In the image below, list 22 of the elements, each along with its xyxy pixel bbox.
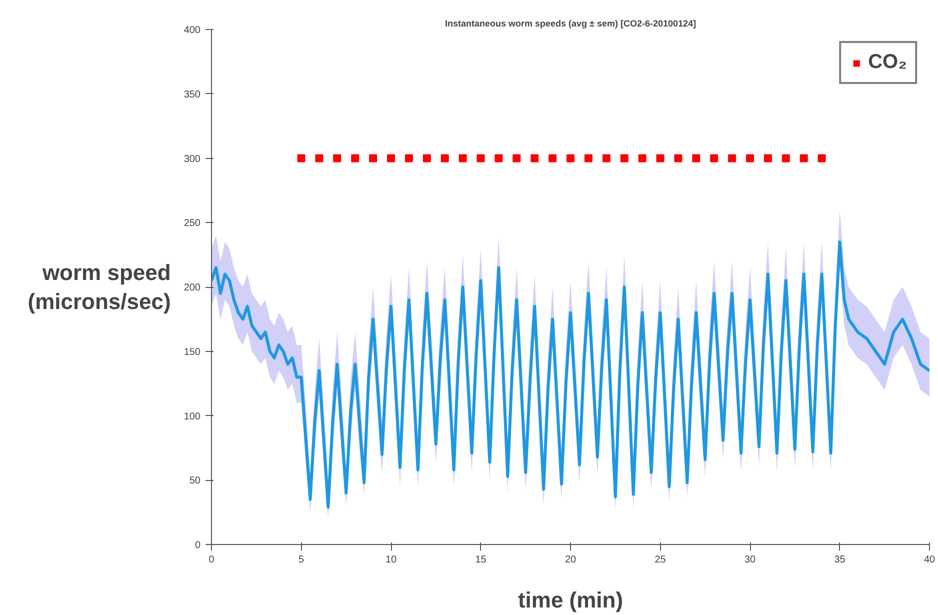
y-tick-label: 400 xyxy=(184,25,201,36)
x-tick-label: 20 xyxy=(564,554,576,566)
y-tick-label: 100 xyxy=(184,411,201,422)
x-tick-label: 30 xyxy=(744,554,756,566)
y-axis-title: worm speed (microns/sec) xyxy=(28,260,171,314)
y-tick-label: 50 xyxy=(189,476,201,487)
legend-label: CO₂ xyxy=(868,51,907,74)
y-tick-label: 250 xyxy=(184,218,201,230)
x-tick-label: 0 xyxy=(208,554,215,566)
x-tick-label: 25 xyxy=(654,554,666,566)
y-tick-label: 200 xyxy=(184,282,201,294)
x-tick-label: 10 xyxy=(385,554,397,566)
y-tick-label: 0 xyxy=(194,540,201,551)
y-tick-label: 150 xyxy=(184,346,201,358)
x-tick-label: 35 xyxy=(834,554,846,566)
x-tick-label: 15 xyxy=(475,554,487,566)
chart-title: Instantaneous worm speeds (avg ± sem) [CO2-6-20100124] xyxy=(444,18,696,28)
x-tick-label: 40 xyxy=(924,554,936,566)
x-tick-label: 5 xyxy=(298,554,304,566)
x-axis-title: time (min) xyxy=(518,588,624,612)
y-tick-label: 350 xyxy=(184,89,201,100)
y-tick-label: 300 xyxy=(184,154,201,165)
